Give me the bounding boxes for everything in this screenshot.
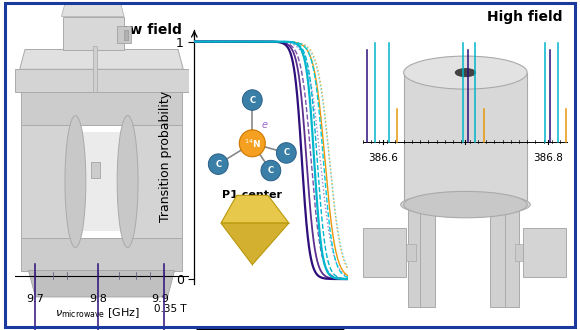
Ellipse shape xyxy=(455,68,476,77)
Text: 0.35 T: 0.35 T xyxy=(154,304,187,314)
Text: P1 center: P1 center xyxy=(222,190,282,200)
Text: C: C xyxy=(283,148,289,157)
Bar xyxy=(117,26,131,43)
Text: 9.8: 9.8 xyxy=(89,294,107,304)
Bar xyxy=(490,201,505,307)
Polygon shape xyxy=(221,195,289,223)
Circle shape xyxy=(261,160,281,181)
Y-axis label: Transition probability: Transition probability xyxy=(159,91,172,222)
Bar xyxy=(408,201,424,307)
Text: High field: High field xyxy=(487,10,562,24)
Polygon shape xyxy=(21,125,75,238)
Circle shape xyxy=(208,154,228,175)
Circle shape xyxy=(242,90,262,110)
Polygon shape xyxy=(14,69,188,92)
Text: Low field: Low field xyxy=(111,23,182,37)
Text: e: e xyxy=(261,120,267,130)
Text: 9.7: 9.7 xyxy=(27,294,44,304)
FancyBboxPatch shape xyxy=(523,228,566,277)
Polygon shape xyxy=(128,125,182,238)
Bar xyxy=(420,201,434,307)
Bar xyxy=(124,30,128,40)
Bar xyxy=(401,244,416,261)
Bar xyxy=(67,132,136,231)
Ellipse shape xyxy=(401,193,530,216)
Text: $^{14}$N: $^{14}$N xyxy=(244,137,261,149)
Polygon shape xyxy=(21,238,182,271)
Text: $\nu_\mathrm{mm-wave}$ [GHz]: $\nu_\mathrm{mm-wave}$ [GHz] xyxy=(422,172,509,185)
Text: 386.8: 386.8 xyxy=(533,153,563,163)
Text: C: C xyxy=(268,166,274,175)
Text: C: C xyxy=(215,160,222,169)
Bar xyxy=(63,16,124,50)
Bar xyxy=(404,73,527,205)
Bar xyxy=(515,244,530,261)
Polygon shape xyxy=(20,50,183,69)
Text: C: C xyxy=(249,96,255,105)
Ellipse shape xyxy=(404,191,527,218)
Polygon shape xyxy=(28,271,175,297)
Bar xyxy=(502,201,519,307)
Text: $\nu_\mathrm{microwave}$ [GHz]: $\nu_\mathrm{microwave}$ [GHz] xyxy=(56,306,140,320)
Ellipse shape xyxy=(65,115,86,248)
Circle shape xyxy=(277,143,296,163)
Polygon shape xyxy=(221,223,289,265)
Bar xyxy=(91,162,100,178)
FancyBboxPatch shape xyxy=(362,228,406,277)
Text: 386.7: 386.7 xyxy=(451,153,480,163)
Polygon shape xyxy=(21,92,182,125)
Text: 386.6: 386.6 xyxy=(368,153,398,163)
Text: 9.9: 9.9 xyxy=(152,294,169,304)
Circle shape xyxy=(240,130,265,157)
Bar xyxy=(93,46,97,92)
Ellipse shape xyxy=(117,115,138,248)
Ellipse shape xyxy=(404,56,527,89)
Polygon shape xyxy=(61,3,124,16)
